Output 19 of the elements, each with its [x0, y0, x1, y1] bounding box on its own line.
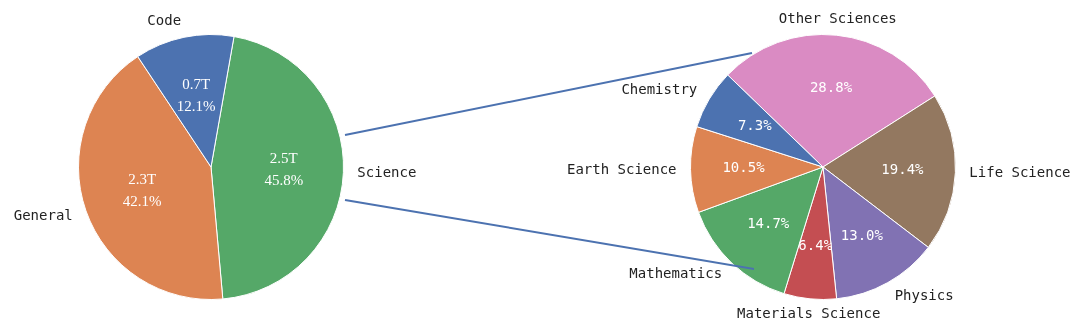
slice-label: Mathematics [629, 265, 723, 282]
slice-label: Chemistry [621, 81, 698, 98]
data-label: 28.8% [809, 78, 853, 95]
data-label: 14.7% [747, 215, 790, 232]
data-label: 0.7T 12.1% [176, 75, 216, 114]
data-label: 2.5T 45.8% [264, 150, 304, 189]
slice-label: Earth Science [566, 160, 677, 177]
data-label: 7.3% [737, 116, 773, 133]
data-label: 2.3T 42.1% [122, 171, 162, 210]
slice-label: Physics [894, 287, 954, 304]
slice-label: Life Science [969, 164, 1071, 181]
slice-label: Science [357, 163, 417, 180]
slice-label: Materials Science [737, 305, 881, 322]
slice-label: Code [147, 12, 182, 29]
slice-label: General [13, 206, 73, 223]
data-label: 13.0% [840, 226, 884, 243]
data-label: 10.5% [722, 159, 766, 176]
slice-label: Other Sciences [778, 9, 897, 26]
data-label: 19.4% [881, 161, 925, 178]
